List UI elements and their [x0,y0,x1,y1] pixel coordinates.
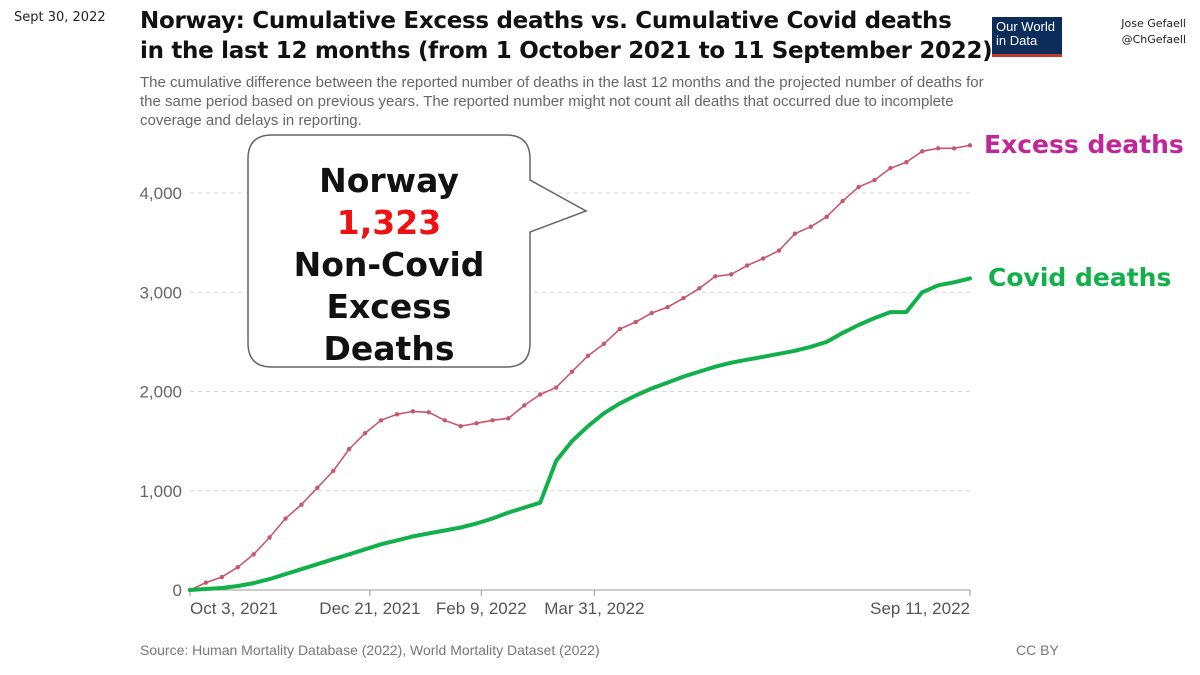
excess-deaths-line [189,144,971,591]
excess-deaths-point [315,485,320,490]
excess-deaths-point [840,198,845,204]
excess-deaths-point [920,149,925,154]
y-tick-label: 3,000 [139,283,182,302]
excess-deaths-point [299,502,304,507]
covid-deaths-line [188,276,972,592]
excess-deaths-point [394,412,400,417]
excess-deaths-label: Excess deaths [984,130,1184,159]
license-label: CC BY [1016,642,1059,658]
logo-line2: in Data [996,33,1038,48]
excess-deaths-point [410,409,416,414]
callout-number: 1,323 [336,203,442,242]
excess-deaths-point [426,410,431,415]
chart-subtitle: The cumulative difference between the re… [140,74,984,129]
y-tick-label: 0 [173,581,182,600]
excess-deaths-point [490,418,495,423]
excess-deaths-point [203,580,209,585]
excess-deaths-point [633,319,638,325]
excess-deaths-point [776,248,782,253]
x-axis: Oct 3, 2021 Dec 21, 2021 Feb 9, 2022 Mar 31… [189,589,971,618]
excess-deaths-point [474,421,479,426]
excess-deaths-point [219,574,225,580]
callout-line2: Non-Covid [293,245,485,284]
owid-logo[interactable]: Our World in Data [992,17,1062,57]
x-tick-label: Mar 31, 2022 [544,599,644,618]
excess-deaths-point [967,143,973,148]
y-tick-label: 1,000 [139,482,182,501]
excess-deaths-point [522,403,527,408]
excess-deaths-point [331,468,336,474]
source-note: Source: Human Mortality Database (2022),… [140,642,600,658]
excess-deaths-point [569,369,575,374]
excess-deaths-point [378,418,384,423]
author-credit: Jose Gefaell @ChGefaell [1100,16,1186,48]
excess-deaths-point [617,326,622,332]
excess-deaths-point [267,535,272,540]
excess-deaths-point [681,296,686,301]
excess-deaths-point [458,424,463,429]
excess-deaths-point [872,177,877,183]
excess-deaths-point [856,184,861,190]
excess-deaths-point [808,224,814,229]
excess-deaths-point [904,160,909,165]
excess-deaths-point [283,516,288,521]
excess-deaths-point [760,256,766,261]
excess-deaths-point [744,263,750,268]
excess-deaths-point [729,272,734,277]
excess-deaths-point [951,146,957,151]
excess-deaths-point [251,552,256,557]
covid-deaths-label: Covid deaths [988,263,1172,292]
y-tick-label: 4,000 [139,184,182,203]
callout-bubble [247,134,588,368]
x-tick-label: Feb 9, 2022 [436,599,527,618]
chart-title-line2: in the last 12 months (from 1 October 20… [140,38,993,64]
callout-line3: Excess Deaths [323,287,455,368]
excess-deaths-point [665,304,670,310]
excess-deaths-point [935,146,941,151]
excess-deaths-point [538,392,543,397]
excess-deaths-point [553,385,559,390]
excess-deaths-point [713,274,718,279]
callout-bubble-shape [247,134,588,368]
x-tick-label: Oct 3, 2021 [190,599,278,618]
excess-deaths-point [824,214,829,220]
series-lines [187,143,973,593]
y-tick-label: 2,000 [139,383,182,402]
author-name: Jose Gefaell [1121,17,1186,30]
excess-deaths-point [506,416,511,421]
excess-deaths-point [585,353,591,358]
x-tick-label: Dec 21, 2021 [319,599,420,618]
author-handle: @ChGefaell [1121,33,1186,46]
excess-deaths-point [792,231,798,236]
x-tick-label: Sep 11, 2022 [870,599,970,618]
excess-deaths-point [697,286,702,291]
excess-deaths-point [442,418,447,423]
excess-deaths-point [601,341,607,347]
excess-deaths-point [649,310,654,316]
chart-title-line1: Norway: Cumulative Excess deaths vs. Cum… [140,8,952,34]
date-stamp: Sept 30, 2022 [14,10,106,25]
excess-deaths-point [362,430,368,436]
excess-deaths-point [235,564,240,570]
excess-deaths-point [888,165,893,171]
excess-deaths-point [346,446,352,452]
y-axis-ticks: 0 1,000 2,000 3,000 4,000 [139,184,182,600]
callout-country: Norway [319,161,459,200]
logo-line1: Our World [996,19,1055,34]
callout-text: Norway 1,323 Non-Covid Excess Deaths [270,160,508,370]
